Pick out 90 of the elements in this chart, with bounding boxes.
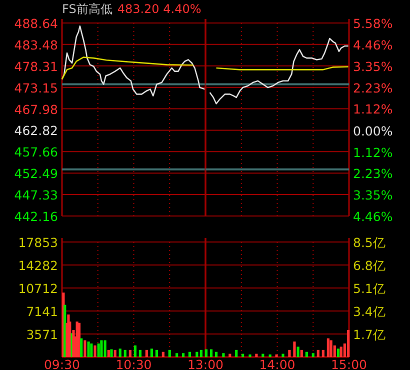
bar <box>336 348 340 357</box>
bar <box>118 348 122 357</box>
bar <box>104 340 106 357</box>
bar <box>188 352 192 357</box>
x-tick-label: 13:00 <box>187 357 224 370</box>
bar <box>235 350 238 357</box>
bar <box>312 353 314 357</box>
bar <box>84 340 86 357</box>
text: 3.35% <box>353 188 393 203</box>
bar <box>322 350 324 357</box>
bar <box>228 354 232 357</box>
bar <box>262 354 264 357</box>
bar <box>94 345 96 357</box>
y-tick-label: 3571 <box>26 326 58 342</box>
text: 4.46% <box>353 209 393 224</box>
y-tick-label: 467.98 <box>14 102 58 117</box>
text: 8.5亿 <box>353 235 386 250</box>
text: 5.1亿 <box>353 281 386 296</box>
chart-subtitle: 483.20 4.40% <box>117 2 202 16</box>
bar <box>128 350 132 357</box>
line-series <box>61 56 194 80</box>
y-tick-label: 10712 <box>18 281 58 296</box>
y-tick-label: 14282 <box>18 258 58 274</box>
bar <box>87 342 90 357</box>
text: 1.12% <box>353 102 393 117</box>
text: 2.23% <box>353 80 393 96</box>
chart-title: FS前高低 <box>62 2 112 16</box>
bar <box>200 350 202 357</box>
bar <box>346 330 350 357</box>
bar <box>222 353 225 357</box>
bar <box>305 352 308 357</box>
bar <box>114 350 116 357</box>
bar <box>124 350 126 357</box>
x-tick-label: 14:00 <box>259 357 296 370</box>
bar <box>275 354 278 357</box>
y-tick-label: 488.64 <box>14 16 58 31</box>
y-tick-label: 447.33 <box>14 188 58 203</box>
text: 0.00% <box>353 123 393 138</box>
text: 3.4亿 <box>353 304 386 319</box>
y-tick-label: 17853 <box>18 235 58 250</box>
y-tick-label: 457.66 <box>14 144 58 160</box>
bar <box>282 354 284 357</box>
bar <box>268 354 272 357</box>
bar <box>300 350 303 357</box>
x-tick-label: 10:30 <box>116 357 152 370</box>
bar <box>80 338 83 357</box>
bar <box>255 354 258 357</box>
bar <box>162 352 164 357</box>
bar <box>155 350 158 357</box>
bar <box>107 350 110 357</box>
bar <box>134 345 136 357</box>
bar <box>293 342 296 357</box>
bar <box>204 349 208 357</box>
text: 2.23% <box>353 166 393 182</box>
bar <box>97 343 100 357</box>
text: 4.46% <box>353 38 393 53</box>
bar <box>210 349 213 357</box>
text: 5.58% <box>353 16 393 31</box>
bar <box>214 352 218 357</box>
text: 1.12% <box>353 144 393 160</box>
y-tick-label: 462.82 <box>14 123 58 138</box>
bar <box>248 354 252 357</box>
bar <box>150 348 153 357</box>
bar <box>90 343 93 357</box>
text: 6.8亿 <box>353 258 386 273</box>
text: 3.35% <box>353 58 393 74</box>
bar <box>296 346 300 357</box>
y-tick-label: 473.15 <box>14 80 58 96</box>
y-tick-label: 478.31 <box>14 58 58 74</box>
y-tick-label: 452.49 <box>14 166 58 182</box>
bar <box>330 340 332 357</box>
bar <box>145 350 148 357</box>
bar <box>340 346 342 357</box>
y-tick-label: 483.48 <box>14 37 58 52</box>
bar <box>196 352 198 357</box>
x-tick-label: 09:30 <box>44 357 80 370</box>
bar <box>110 349 113 357</box>
bar <box>100 340 103 357</box>
bar <box>168 350 171 357</box>
text: 1.7亿 <box>353 327 386 342</box>
bar <box>326 338 330 357</box>
bar <box>138 350 142 357</box>
y-tick-label: 442.16 <box>14 209 58 224</box>
y-tick-label: 7141 <box>26 304 58 319</box>
bar <box>316 350 320 357</box>
x-tick-label: 15:00 <box>330 357 368 370</box>
bar <box>242 354 244 357</box>
bar <box>176 353 178 357</box>
bar <box>288 350 291 357</box>
bar <box>182 353 185 357</box>
